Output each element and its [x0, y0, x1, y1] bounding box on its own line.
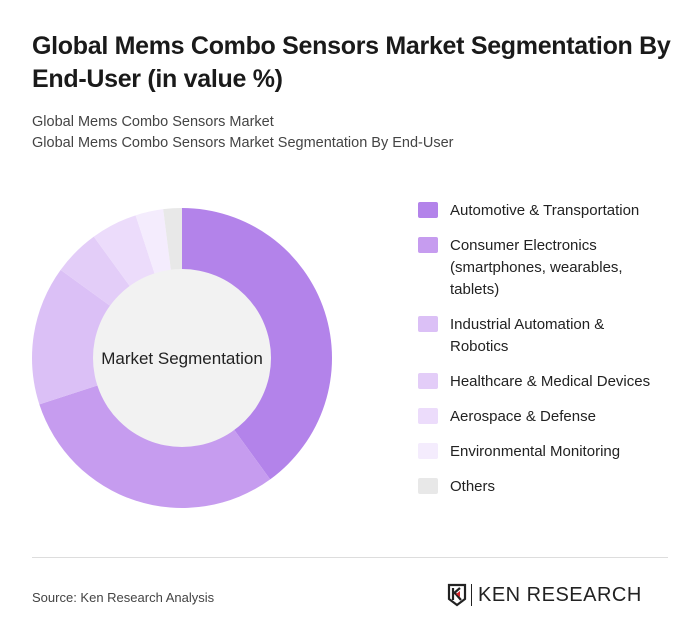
- legend-label: Healthcare & Medical Devices: [450, 373, 651, 390]
- center-label: Market Segmentation: [101, 349, 263, 368]
- legend: Automotive & Transportation Consumer Elec…: [418, 200, 678, 511]
- donut-center: [93, 269, 271, 447]
- legend-swatch: [418, 202, 438, 218]
- legend-item: Environmental Monitoring: [418, 441, 678, 463]
- legend-item: Others: [418, 476, 678, 498]
- source-note: Source: Ken Research Analysis: [32, 590, 215, 605]
- legend-swatch: [418, 237, 438, 253]
- legend-label: Industrial Automation & Robotics: [450, 316, 605, 355]
- legend-label: Aerospace & Defense: [450, 408, 596, 425]
- legend-item: Automotive & Transportation: [418, 200, 678, 222]
- legend-item: Healthcare & Medical Devices: [418, 371, 678, 393]
- subtitle-market: Global Mems Combo Sensors Market: [32, 114, 274, 130]
- ken-logo-icon: [447, 583, 467, 607]
- legend-swatch: [418, 316, 438, 332]
- legend-swatch: [418, 478, 438, 494]
- legend-item: Aerospace & Defense: [418, 406, 678, 428]
- legend-item: Industrial Automation & Robotics: [418, 314, 678, 358]
- legend-swatch: [418, 443, 438, 459]
- subtitle-segmentation: Global Mems Combo Sensors Market Segment…: [32, 135, 454, 151]
- legend-item: Consumer Electronics (smartphones, weara…: [418, 235, 678, 301]
- divider: [32, 557, 668, 558]
- chart-title: Global Mems Combo Sensors Market Segment…: [32, 32, 671, 93]
- legend-label: Others: [450, 478, 496, 495]
- legend-swatch: [418, 373, 438, 389]
- logo-text: KEN RESEARCH: [478, 583, 642, 606]
- legend-label: Consumer Electronics (smartphones, weara…: [450, 237, 623, 298]
- ken-research-logo: KEN RESEARCH: [447, 583, 642, 607]
- legend-label: Environmental Monitoring: [450, 443, 621, 460]
- donut-chart: Market Segmentation: [31, 208, 332, 508]
- legend-label: Automotive & Transportation: [450, 202, 640, 219]
- legend-swatch: [418, 408, 438, 424]
